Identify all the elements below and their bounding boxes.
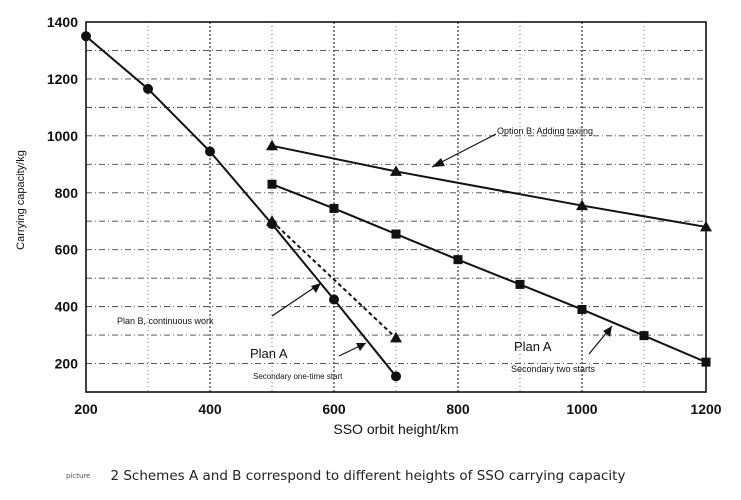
data-point-triangle	[390, 165, 402, 176]
data-point-circle	[391, 371, 401, 382]
x-tick-label: 400	[198, 401, 222, 417]
x-tick-label: 1000	[566, 401, 597, 417]
y-tick-label: 200	[55, 356, 79, 372]
grid	[86, 22, 706, 392]
y-tick-label: 600	[55, 242, 79, 258]
data-point-square	[515, 279, 525, 289]
annotation-plan-a-right: Plan A	[514, 339, 552, 354]
y-tick-label: 1200	[47, 71, 78, 87]
caption-tag: picture	[66, 472, 91, 480]
y-axis-label: Carrying capacity/kg	[15, 150, 27, 250]
chart: 200 400 600 800 1000 1200 200 400 600 800 1000 1200…	[15, 14, 722, 437]
data-point-square	[453, 255, 463, 265]
annotation-arrowhead-two	[603, 326, 612, 337]
x-tick-label: 200	[74, 401, 98, 417]
data-point-square	[701, 357, 711, 367]
annotation-plan-a-left: Plan A	[250, 346, 288, 361]
x-tick-label: 600	[322, 401, 346, 417]
y-tick-label: 400	[55, 299, 79, 315]
annotation-plan-b: Plan B, continuous work	[117, 316, 214, 326]
marker-layer	[81, 31, 712, 382]
series-line-3	[271, 183, 707, 364]
data-point-square	[577, 304, 587, 314]
annotation-option-b: Option B: Adding taxiing	[497, 126, 593, 136]
data-point-triangle	[390, 331, 402, 343]
data-point-triangle	[700, 220, 712, 232]
x-tick-label: 1200	[690, 401, 721, 417]
caption-text: 2 Schemes A and B correspond to differen…	[110, 468, 626, 484]
x-tick-label: 800	[446, 401, 470, 417]
annotation-secondary-two: Secondary two starts	[511, 364, 596, 374]
series-line-2	[271, 220, 397, 339]
data-point-circle	[205, 146, 215, 157]
data-point-triangle	[266, 215, 278, 226]
data-point-square	[639, 331, 649, 341]
data-point-square	[267, 179, 277, 189]
annotation-arrowhead-one-time	[356, 343, 366, 351]
x-axis-label: SSO orbit height/km	[333, 421, 458, 437]
axis-ticks: 200 400 600 800 1000 1200 200 400 600 800 1000 1200…	[47, 14, 722, 417]
data-point-circle	[81, 31, 91, 42]
data-point-triangle	[266, 139, 278, 151]
data-point-circle	[143, 83, 153, 94]
plot-frame	[85, 21, 707, 393]
data-point-square	[391, 229, 401, 239]
data-point-circle	[329, 294, 339, 305]
annotation-secondary-one-time: Secondary one-time start	[253, 372, 343, 381]
y-tick-label: 800	[55, 185, 79, 201]
y-tick-label: 1000	[47, 128, 78, 144]
series-line-1	[85, 35, 397, 377]
y-tick-label: 1400	[47, 14, 78, 30]
series-layer	[85, 35, 707, 377]
annotation-arrowhead-option-b	[432, 158, 445, 167]
annotation-arrowhead-plan-b	[311, 283, 321, 293]
data-point-triangle	[576, 199, 588, 211]
data-point-square	[329, 203, 339, 213]
figure-caption: picture 2 Schemes A and B correspond to d…	[66, 468, 625, 484]
series-line-4	[271, 144, 707, 228]
